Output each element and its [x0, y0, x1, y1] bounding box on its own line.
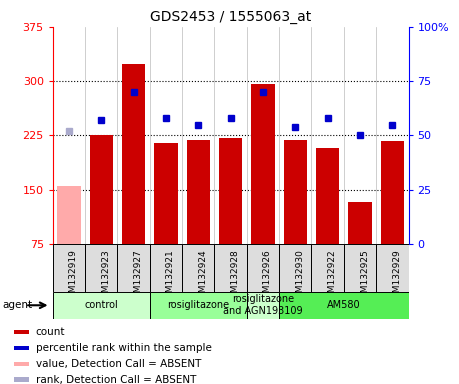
Bar — [348, 202, 372, 244]
Bar — [14, 361, 29, 366]
Bar — [14, 330, 29, 334]
Bar — [187, 141, 210, 244]
Text: GSM132930: GSM132930 — [295, 250, 304, 305]
Text: rosiglitazone: rosiglitazone — [167, 300, 230, 310]
Bar — [14, 377, 29, 382]
Bar — [154, 143, 178, 244]
FancyBboxPatch shape — [150, 292, 247, 319]
Bar — [57, 186, 81, 244]
Text: rosiglitazone
and AGN193109: rosiglitazone and AGN193109 — [223, 295, 303, 316]
Bar — [122, 65, 145, 244]
FancyBboxPatch shape — [247, 292, 279, 319]
FancyBboxPatch shape — [344, 244, 376, 292]
Text: rank, Detection Call = ABSENT: rank, Detection Call = ABSENT — [36, 374, 196, 384]
FancyBboxPatch shape — [53, 244, 85, 292]
Text: GSM132921: GSM132921 — [166, 250, 175, 305]
Bar — [252, 84, 274, 244]
FancyBboxPatch shape — [53, 292, 150, 319]
FancyBboxPatch shape — [376, 244, 409, 292]
Text: GSM132919: GSM132919 — [69, 250, 78, 305]
Text: AM580: AM580 — [327, 300, 361, 310]
FancyBboxPatch shape — [182, 244, 214, 292]
Text: GSM132923: GSM132923 — [101, 250, 110, 305]
Bar — [219, 137, 242, 244]
Text: GSM132928: GSM132928 — [231, 250, 240, 305]
FancyBboxPatch shape — [85, 244, 118, 292]
FancyBboxPatch shape — [279, 292, 409, 319]
Text: GSM132927: GSM132927 — [134, 250, 143, 305]
Text: GSM132929: GSM132929 — [392, 250, 401, 305]
Bar — [14, 346, 29, 350]
FancyBboxPatch shape — [247, 244, 279, 292]
Text: GSM132926: GSM132926 — [263, 250, 272, 305]
Bar — [316, 148, 339, 244]
Text: GSM132925: GSM132925 — [360, 250, 369, 305]
FancyBboxPatch shape — [150, 244, 182, 292]
Title: GDS2453 / 1555063_at: GDS2453 / 1555063_at — [150, 10, 311, 25]
FancyBboxPatch shape — [214, 244, 247, 292]
Text: GSM132924: GSM132924 — [198, 250, 207, 304]
Text: agent: agent — [2, 300, 33, 310]
FancyBboxPatch shape — [118, 244, 150, 292]
Text: value, Detection Call = ABSENT: value, Detection Call = ABSENT — [36, 359, 201, 369]
Text: control: control — [84, 300, 118, 310]
Bar — [284, 140, 307, 244]
Bar — [381, 141, 404, 244]
Text: GSM132922: GSM132922 — [328, 250, 336, 304]
Text: count: count — [36, 327, 65, 337]
FancyBboxPatch shape — [279, 244, 312, 292]
Text: percentile rank within the sample: percentile rank within the sample — [36, 343, 212, 353]
FancyBboxPatch shape — [312, 244, 344, 292]
Bar — [90, 135, 113, 244]
